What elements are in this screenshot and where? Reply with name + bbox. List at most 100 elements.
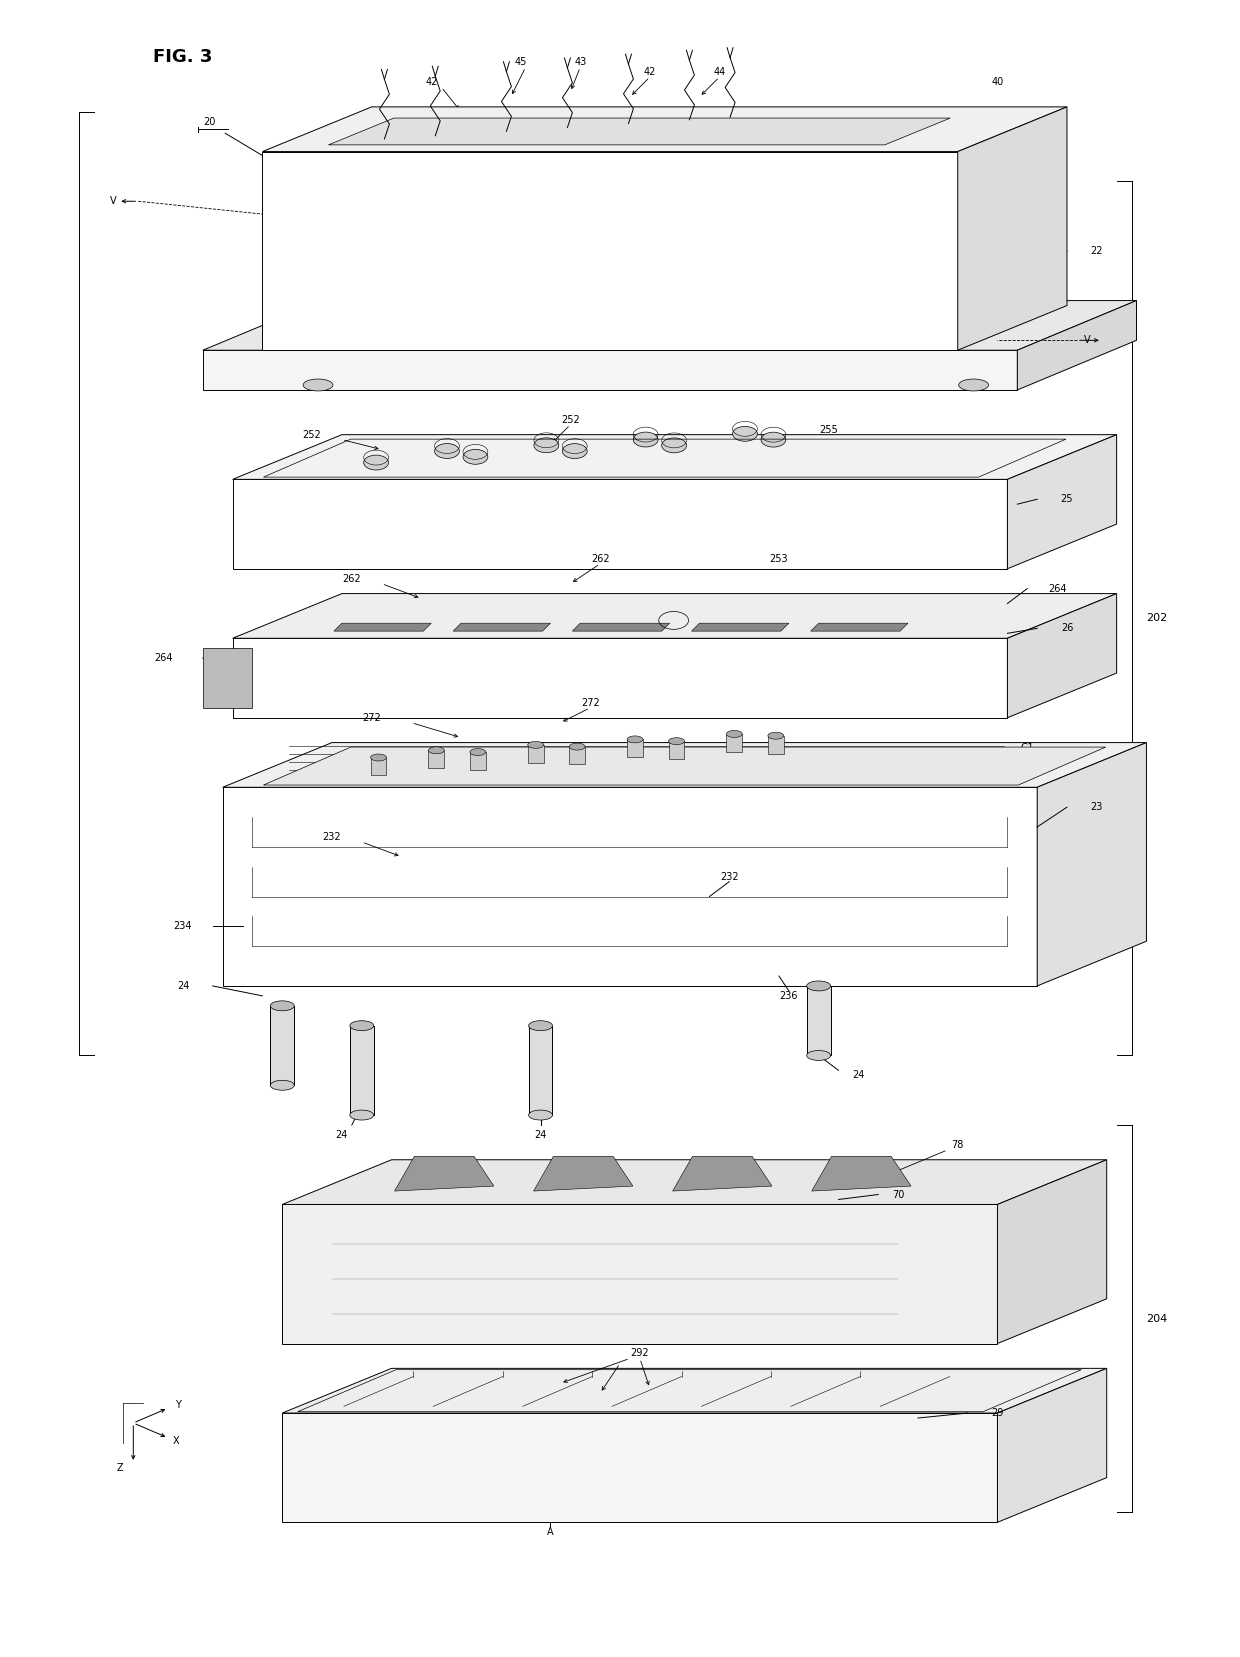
Polygon shape [329, 118, 950, 144]
Ellipse shape [768, 732, 784, 739]
Ellipse shape [429, 747, 444, 754]
Text: 42: 42 [644, 68, 656, 78]
Polygon shape [727, 734, 743, 752]
Polygon shape [997, 1369, 1107, 1523]
Ellipse shape [569, 742, 585, 751]
Polygon shape [1017, 300, 1137, 389]
Polygon shape [223, 742, 1147, 787]
Polygon shape [692, 623, 789, 631]
Polygon shape [957, 108, 1066, 350]
Text: X: X [172, 1437, 180, 1447]
Text: 252: 252 [303, 429, 321, 439]
Polygon shape [668, 741, 684, 759]
Polygon shape [263, 108, 1066, 151]
Text: A: A [547, 1528, 554, 1538]
Polygon shape [233, 593, 1117, 638]
Text: 78: 78 [951, 1140, 963, 1150]
Text: V: V [1084, 335, 1090, 345]
Text: 292: 292 [631, 1349, 650, 1359]
Polygon shape [350, 1026, 373, 1115]
Text: 45: 45 [515, 58, 527, 68]
Text: 232: 232 [322, 832, 341, 842]
Polygon shape [203, 648, 253, 708]
Polygon shape [470, 752, 486, 771]
Polygon shape [334, 623, 432, 631]
Ellipse shape [668, 737, 684, 744]
Text: 23: 23 [1091, 802, 1102, 812]
Ellipse shape [807, 981, 831, 991]
Ellipse shape [634, 432, 658, 447]
Ellipse shape [363, 456, 388, 471]
Text: 234: 234 [174, 921, 192, 931]
Ellipse shape [434, 444, 459, 459]
Text: 262: 262 [342, 573, 361, 583]
Text: V: V [110, 196, 117, 205]
Ellipse shape [350, 1021, 373, 1031]
Text: 264: 264 [154, 653, 172, 663]
Polygon shape [270, 1006, 294, 1085]
Text: 42: 42 [425, 76, 438, 88]
Ellipse shape [534, 437, 559, 452]
Text: 24: 24 [177, 981, 190, 991]
Polygon shape [1007, 593, 1117, 717]
Text: Y: Y [175, 1400, 181, 1410]
Polygon shape [1007, 434, 1117, 568]
Text: 255: 255 [820, 424, 838, 434]
Polygon shape [233, 638, 1007, 717]
Text: 236: 236 [780, 991, 799, 1001]
Polygon shape [263, 747, 1106, 785]
Polygon shape [573, 623, 670, 631]
Polygon shape [283, 1160, 1107, 1205]
Text: 202: 202 [1146, 613, 1167, 623]
Polygon shape [528, 746, 543, 762]
Polygon shape [371, 757, 387, 775]
Text: Z: Z [117, 1463, 124, 1473]
Polygon shape [223, 787, 1037, 986]
Ellipse shape [470, 749, 486, 756]
Polygon shape [453, 623, 551, 631]
Ellipse shape [627, 736, 644, 742]
Polygon shape [203, 300, 1137, 350]
Polygon shape [263, 151, 957, 350]
Ellipse shape [528, 1110, 553, 1120]
Text: 252: 252 [560, 414, 580, 424]
Polygon shape [812, 1157, 911, 1191]
Polygon shape [528, 1026, 553, 1115]
Text: 25: 25 [1060, 494, 1074, 504]
Text: 24: 24 [534, 1130, 547, 1140]
Ellipse shape [303, 379, 334, 391]
Text: 40: 40 [991, 76, 1003, 88]
Polygon shape [283, 1205, 997, 1344]
Polygon shape [627, 739, 644, 757]
Text: 70: 70 [892, 1190, 904, 1200]
Ellipse shape [528, 741, 543, 749]
Text: 24: 24 [336, 1130, 348, 1140]
Polygon shape [672, 1157, 773, 1191]
Text: 20: 20 [203, 116, 216, 128]
Ellipse shape [562, 444, 588, 459]
Text: 43: 43 [574, 58, 587, 68]
Polygon shape [283, 1413, 997, 1523]
Polygon shape [203, 350, 1017, 389]
Text: 204: 204 [1146, 1314, 1167, 1324]
Polygon shape [429, 751, 444, 769]
Text: 24: 24 [852, 1070, 864, 1080]
Ellipse shape [662, 437, 687, 452]
Polygon shape [569, 747, 585, 764]
Text: 262: 262 [590, 553, 609, 563]
Text: 232: 232 [720, 872, 739, 882]
Polygon shape [394, 1157, 494, 1191]
Text: 264: 264 [1048, 583, 1066, 593]
Polygon shape [233, 434, 1117, 479]
Polygon shape [1037, 742, 1147, 986]
Text: 253: 253 [770, 553, 789, 563]
Text: 44: 44 [713, 68, 725, 78]
Text: 272: 272 [580, 698, 600, 708]
Text: 46: 46 [604, 116, 616, 128]
Ellipse shape [727, 731, 743, 737]
Ellipse shape [270, 1080, 294, 1090]
Ellipse shape [761, 432, 786, 447]
Ellipse shape [371, 754, 387, 761]
Text: G1: G1 [1021, 742, 1034, 752]
Ellipse shape [528, 1021, 553, 1031]
